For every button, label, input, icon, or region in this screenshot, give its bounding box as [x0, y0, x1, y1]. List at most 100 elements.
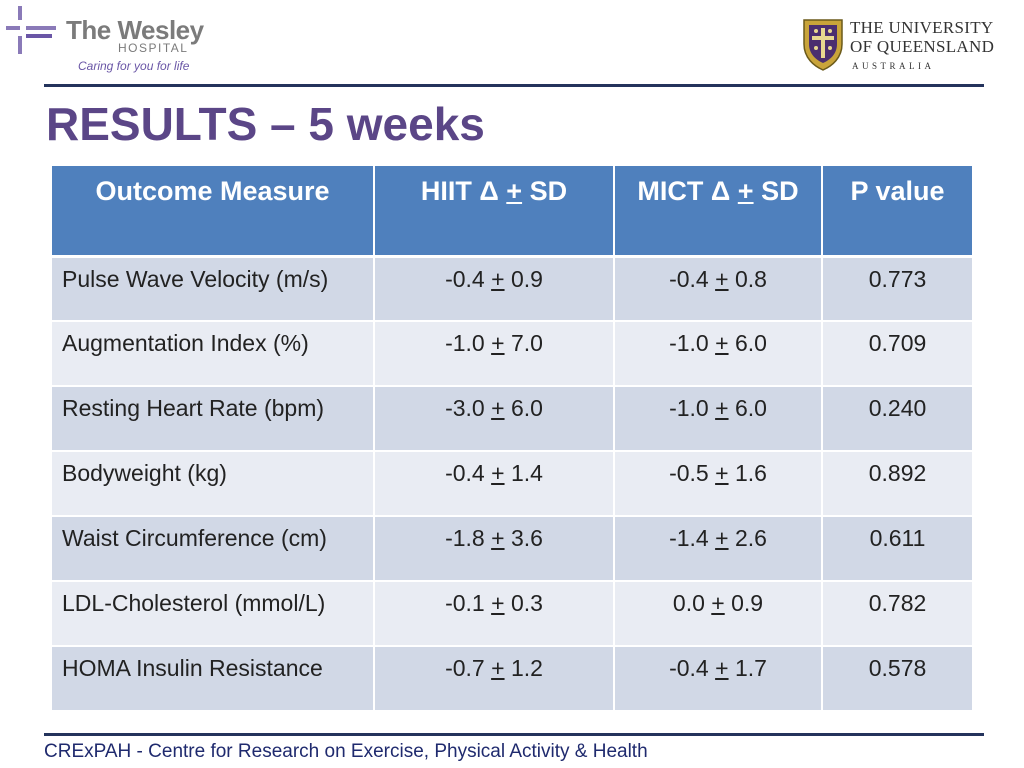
cell-mict-change: -0.5 + 1.6 — [614, 451, 823, 517]
cell-mict-sd: 0.8 — [734, 265, 767, 292]
cell-hiit-change: -0.1 + 0.3 — [374, 581, 615, 647]
cell-mict-change: -1.0 + 6.0 — [614, 386, 823, 452]
cell-hiit-mean: -0.4 — [445, 265, 485, 292]
cell-outcome-measure: Waist Circumference (cm) — [52, 516, 375, 582]
cell-outcome-measure: Resting Heart Rate (bpm) — [52, 386, 375, 452]
cell-mict-pm: + — [715, 265, 729, 292]
cell-mict-change: -0.4 + 0.8 — [614, 256, 823, 322]
slide-title: RESULTS – 5 weeks — [46, 98, 485, 150]
cell-hiit-change: -0.4 + 0.9 — [374, 256, 615, 322]
cell-p-value: 0.611 — [822, 516, 972, 582]
cell-mict-sd: 1.6 — [734, 460, 767, 486]
cell-p-value: 0.892 — [822, 451, 972, 517]
uq-crest-icon — [803, 19, 843, 71]
uq-name-line-3: AUSTRALIA — [852, 61, 935, 71]
cell-hiit-pm: + — [491, 460, 505, 486]
header-hiit-suffix: SD — [522, 176, 568, 206]
cell-mict-pm: + — [715, 655, 729, 681]
uq-name-line-2: OF QUEENSLAND — [850, 37, 995, 56]
cell-mict-pm: + — [715, 395, 729, 421]
cell-hiit-mean: -1.8 — [445, 525, 485, 551]
cell-mict-mean: -1.0 — [669, 395, 709, 421]
cell-mict-sd: 0.9 — [731, 590, 764, 616]
cell-mict-pm: + — [715, 525, 729, 551]
cell-hiit-sd: 0.9 — [510, 265, 543, 292]
header-mict-pm: + — [737, 176, 754, 206]
footer-text: CRExPAH - Centre for Research on Exercis… — [44, 741, 648, 762]
cell-hiit-sd: 1.4 — [510, 460, 543, 486]
footer-divider — [44, 733, 984, 736]
cell-mict-mean: -0.4 — [669, 655, 709, 681]
cell-mict-mean: 0.0 — [672, 590, 705, 616]
table-row: Waist Circumference (cm) -1.8 + 3.6 -1.4 +… — [52, 516, 972, 582]
wesley-name: The Wesley — [66, 15, 204, 45]
cell-hiit-pm: + — [491, 265, 505, 292]
header-p-value: P value — [822, 166, 972, 258]
header-mict-suffix: SD — [753, 176, 799, 206]
cell-hiit-mean: -0.4 — [445, 460, 485, 486]
cell-hiit-change: -0.7 + 1.2 — [374, 646, 615, 712]
wesley-subtitle: HOSPITAL — [118, 41, 189, 55]
cell-hiit-mean: -0.1 — [445, 590, 485, 616]
cell-mict-pm: + — [715, 460, 729, 486]
table-row: Resting Heart Rate (bpm) -3.0 + 6.0 -1.0 +… — [52, 386, 972, 452]
table-header-row: Outcome Measure HIIT Δ + SD MICT Δ + SD … — [52, 166, 972, 258]
cell-hiit-pm: + — [491, 590, 505, 616]
cell-hiit-change: -0.4 + 1.4 — [374, 451, 615, 517]
cell-outcome-measure: Augmentation Index (%) — [52, 321, 375, 387]
header-hiit-pm: + — [506, 176, 523, 206]
cell-p-value: 0.240 — [822, 386, 972, 452]
uq-name-line-1: THE UNIVERSITY — [850, 18, 994, 37]
wesley-cross-icon — [6, 6, 56, 54]
table-row: Augmentation Index (%) -1.0 + 7.0 -1.0 + 6… — [52, 321, 972, 387]
cell-mict-pm: + — [715, 330, 729, 356]
cell-outcome-measure: HOMA Insulin Resistance — [52, 646, 375, 712]
table-row: LDL-Cholesterol (mmol/L) -0.1 + 0.3 0.0 + … — [52, 581, 972, 647]
wesley-hospital-logo: The Wesley HOSPITAL Caring for you for l… — [4, 4, 204, 74]
cell-mict-sd: 1.7 — [734, 655, 767, 681]
header-outcome-measure: Outcome Measure — [52, 166, 375, 258]
results-table: Outcome Measure HIIT Δ + SD MICT Δ + SD … — [52, 166, 972, 712]
cell-hiit-sd: 6.0 — [510, 395, 543, 421]
cell-outcome-measure: Pulse Wave Velocity (m/s) — [52, 256, 375, 322]
cell-mict-mean: -1.4 — [669, 525, 709, 551]
cell-hiit-change: -1.8 + 3.6 — [374, 516, 615, 582]
table-row: Pulse Wave Velocity (m/s) -0.4 + 0.9 -0.4 … — [52, 256, 972, 322]
header-hiit: HIIT Δ + SD — [374, 166, 615, 258]
cell-mict-mean: -0.5 — [669, 460, 709, 486]
cell-hiit-sd: 0.3 — [510, 590, 543, 616]
cell-p-value: 0.578 — [822, 646, 972, 712]
wesley-tagline: Caring for you for life — [78, 59, 190, 73]
cell-hiit-mean: -3.0 — [445, 395, 485, 421]
cell-mict-change: -1.0 + 6.0 — [614, 321, 823, 387]
header-divider — [44, 84, 984, 87]
cell-hiit-pm: + — [491, 330, 505, 356]
cell-hiit-mean: -0.7 — [445, 655, 485, 681]
cell-mict-sd: 6.0 — [734, 330, 767, 356]
cell-hiit-change: -1.0 + 7.0 — [374, 321, 615, 387]
cell-mict-change: -0.4 + 1.7 — [614, 646, 823, 712]
cell-p-value: 0.709 — [822, 321, 972, 387]
cell-mict-change: -1.4 + 2.6 — [614, 516, 823, 582]
cell-p-value: 0.773 — [822, 256, 972, 322]
cell-mict-mean: -0.4 — [669, 265, 709, 292]
cell-hiit-pm: + — [491, 655, 505, 681]
cell-hiit-pm: + — [491, 395, 505, 421]
uq-logo: THE UNIVERSITY OF QUEENSLAND AUSTRALIA — [800, 16, 994, 74]
cell-outcome-measure: LDL-Cholesterol (mmol/L) — [52, 581, 375, 647]
results-table-body: Pulse Wave Velocity (m/s) -0.4 + 0.9 -0.4 … — [52, 256, 972, 712]
table-row: HOMA Insulin Resistance -0.7 + 1.2 -0.4 + … — [52, 646, 972, 712]
cell-hiit-sd: 1.2 — [510, 655, 543, 681]
header-hiit-prefix: HIIT Δ — [420, 176, 507, 206]
cell-p-value: 0.782 — [822, 581, 972, 647]
cell-hiit-sd: 7.0 — [510, 330, 543, 356]
header-mict-prefix: MICT Δ — [637, 176, 738, 206]
cell-hiit-mean: -1.0 — [445, 330, 485, 356]
cell-hiit-sd: 3.6 — [510, 525, 543, 551]
cell-outcome-measure: Bodyweight (kg) — [52, 451, 375, 517]
cell-mict-pm: + — [711, 590, 725, 616]
header-mict: MICT Δ + SD — [614, 166, 823, 258]
cell-mict-sd: 2.6 — [734, 525, 767, 551]
cell-hiit-pm: + — [491, 525, 505, 551]
table-row: Bodyweight (kg) -0.4 + 1.4 -0.5 + 1.6 0.892 — [52, 451, 972, 517]
